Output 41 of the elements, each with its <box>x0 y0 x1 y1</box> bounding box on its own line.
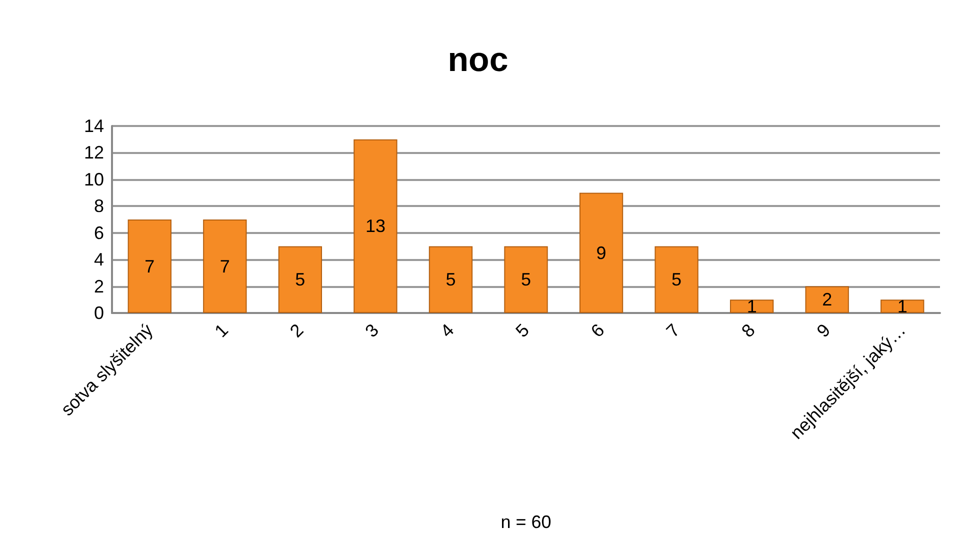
chart-title: noc <box>448 41 508 79</box>
y-tick-label: 14 <box>84 116 104 136</box>
data-label: 9 <box>596 242 606 263</box>
data-label: 5 <box>520 270 532 290</box>
x-tick-label: 1 <box>210 320 232 342</box>
bar <box>504 246 548 313</box>
bar <box>730 300 774 313</box>
y-tick-label: 12 <box>84 142 104 163</box>
bar <box>428 246 473 313</box>
x-tick-label: 5 <box>512 320 534 342</box>
x-tick-label: 3 <box>361 320 383 342</box>
x-tick-label: 8 <box>738 320 759 342</box>
y-tick-label: 10 <box>84 169 104 190</box>
y-tick-label: 4 <box>94 250 104 270</box>
data-label: 5 <box>295 270 306 290</box>
data-label: 7 <box>144 256 155 276</box>
bar <box>579 192 624 313</box>
data-label: 7 <box>220 256 230 276</box>
bar <box>805 286 849 313</box>
bar <box>203 220 247 313</box>
x-tick-label: 4 <box>436 320 458 342</box>
y-tick-label: 0 <box>94 303 104 323</box>
y-tick-label: 6 <box>94 222 104 243</box>
data-label: 13 <box>365 216 386 236</box>
x-tick-label: 7 <box>662 320 684 342</box>
bar <box>128 220 172 313</box>
y-tick-label: 8 <box>94 196 104 216</box>
bar <box>278 246 322 313</box>
y-tick-label: 2 <box>94 276 104 296</box>
data-label: 1 <box>897 296 908 316</box>
data-label: 5 <box>446 270 456 290</box>
bar <box>354 139 398 313</box>
data-label: 2 <box>822 290 832 310</box>
data-label: 1 <box>746 296 757 316</box>
data-label: 5 <box>672 270 682 290</box>
bar <box>654 246 698 313</box>
x-axis-title: n = 60 <box>500 512 552 532</box>
bar <box>880 300 924 313</box>
x-tick-label: 9 <box>812 320 834 342</box>
x-tick-label: 6 <box>587 320 608 342</box>
x-tick-label: 2 <box>286 320 308 342</box>
